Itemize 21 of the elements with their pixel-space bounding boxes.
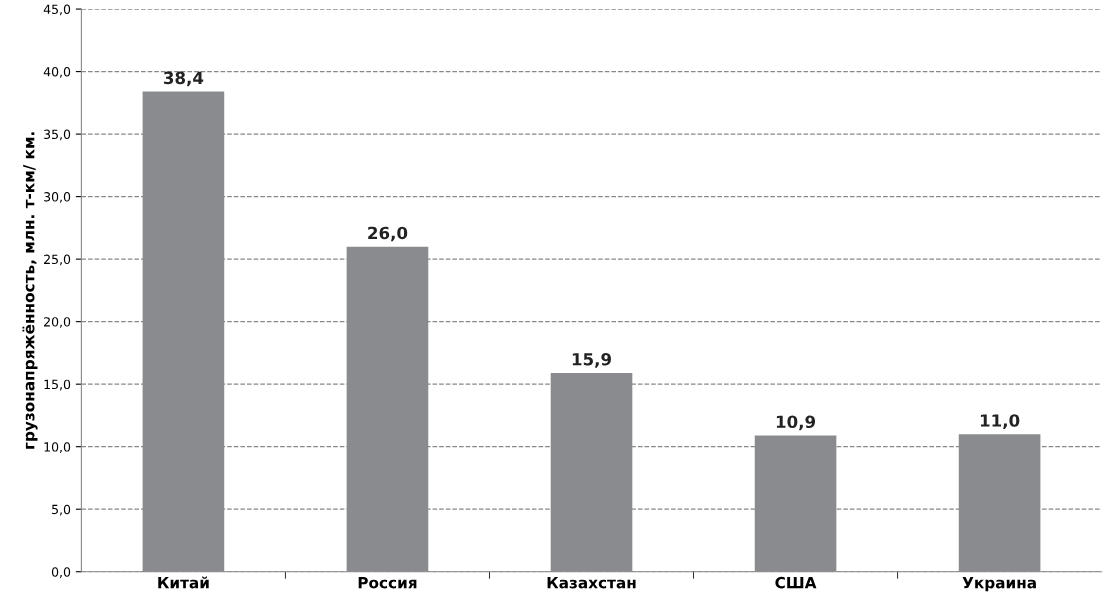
x-tick-label: Китай: [158, 576, 209, 589]
y-tick-label: 25,0: [44, 254, 71, 266]
y-tick-label: 10,0: [44, 442, 71, 453]
y-tick-label: 30,0: [44, 192, 71, 203]
x-tick-label: Казахстан: [547, 577, 636, 589]
data-label: 11,0: [980, 414, 1020, 429]
y-tick-label: 20,0: [44, 317, 71, 328]
y-tick-label: 5,0: [52, 504, 71, 516]
y-tick-label: 35,0: [44, 129, 71, 141]
y-axis-title: грузонапряжённость, млн. т-км/ км.: [22, 132, 38, 449]
x-tick-label: Россия: [358, 577, 417, 589]
data-label: 26,0: [368, 226, 408, 242]
data-label: 10,9: [776, 415, 816, 431]
data-label: 15,9: [572, 352, 611, 368]
data-label: 38,4: [163, 71, 204, 87]
y-tick-label: 15,0: [44, 379, 71, 391]
x-tick-label: США: [775, 576, 817, 589]
x-tick-label: Украина: [962, 577, 1036, 592]
y-tick-label: 40,0: [43, 67, 71, 78]
y-tick-label: 45,0: [43, 4, 71, 16]
y-tick-label: 0,0: [51, 567, 71, 578]
